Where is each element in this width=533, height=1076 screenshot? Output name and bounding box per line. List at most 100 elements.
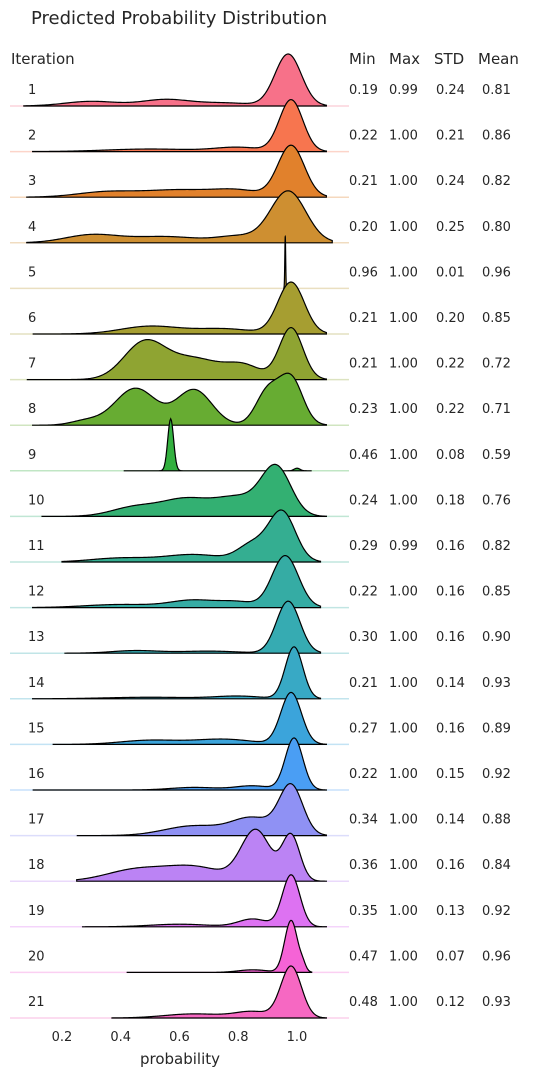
stat-std: 0.08 — [436, 448, 465, 463]
ridge-density — [76, 782, 327, 837]
stat-min: 0.96 — [349, 265, 378, 280]
stat-min: 0.24 — [349, 493, 378, 508]
stat-min: 0.21 — [349, 311, 378, 326]
stat-max: 1.00 — [389, 949, 418, 964]
stat-max: 1.00 — [389, 220, 418, 235]
stat-std: 0.14 — [436, 813, 465, 828]
stat-std: 0.16 — [436, 585, 465, 600]
ridge-row: 7 0.21 1.00 0.22 0.72 — [10, 326, 511, 381]
stat-mean: 0.85 — [482, 585, 511, 600]
stat-max: 1.00 — [389, 585, 418, 600]
stat-std: 0.21 — [436, 129, 465, 144]
stat-mean: 0.93 — [482, 676, 511, 691]
ridge-density — [126, 919, 313, 973]
stat-std: 0.15 — [436, 767, 465, 782]
stat-header-max: Max — [389, 50, 420, 68]
ridge-row: 6 0.21 1.00 0.20 0.85 — [10, 281, 511, 335]
ridge-density — [76, 828, 327, 882]
stat-min: 0.22 — [349, 767, 378, 782]
ridge-row: 12 0.22 1.00 0.16 0.85 — [10, 554, 511, 609]
stat-max: 1.00 — [389, 995, 418, 1010]
row-label: 12 — [28, 585, 45, 600]
ridge-row: 9 0.46 1.00 0.08 0.59 — [10, 417, 511, 472]
row-label: 18 — [28, 858, 45, 873]
stat-header-mean: Mean — [478, 50, 519, 68]
row-label: 3 — [28, 174, 36, 189]
stat-std: 0.24 — [436, 174, 465, 189]
row-label: 8 — [28, 402, 36, 417]
ridge-row: 8 0.23 1.00 0.22 0.71 — [10, 372, 511, 426]
stat-min: 0.29 — [349, 539, 378, 554]
stat-std: 0.22 — [436, 357, 465, 372]
stat-max: 1.00 — [389, 129, 418, 144]
ridge-density — [26, 326, 327, 381]
stat-std: 0.24 — [436, 83, 465, 98]
ridge-row: 17 0.34 1.00 0.14 0.88 — [10, 782, 511, 837]
stat-mean: 0.82 — [482, 174, 511, 189]
stat-max: 1.00 — [389, 676, 418, 691]
stat-mean: 0.72 — [482, 357, 511, 372]
stat-mean: 0.59 — [482, 448, 511, 463]
stat-min: 0.21 — [349, 174, 378, 189]
stat-min: 0.23 — [349, 402, 378, 417]
ridge-row: 15 0.27 1.00 0.16 0.89 — [10, 691, 511, 746]
row-label: 10 — [28, 493, 45, 508]
stat-mean: 0.85 — [482, 311, 511, 326]
stat-header-std: STD — [434, 50, 464, 68]
stat-max: 1.00 — [389, 265, 418, 280]
stat-std: 0.12 — [436, 995, 465, 1010]
stat-min: 0.27 — [349, 721, 378, 736]
row-label: 21 — [28, 995, 45, 1010]
stat-min: 0.30 — [349, 630, 378, 645]
ridge-density — [32, 372, 327, 426]
stat-min: 0.47 — [349, 949, 378, 964]
row-label: 13 — [28, 630, 45, 645]
stat-max: 1.00 — [389, 402, 418, 417]
row-label: 11 — [28, 539, 45, 554]
stat-std: 0.16 — [436, 630, 465, 645]
stat-header-min: Min — [349, 50, 376, 68]
ridge-density — [283, 235, 288, 289]
stat-mean: 0.81 — [482, 83, 511, 98]
stat-max: 1.00 — [389, 493, 418, 508]
stat-mean: 0.88 — [482, 813, 511, 828]
row-header: Iteration — [11, 50, 75, 68]
x-tick-label: 1.0 — [287, 1030, 308, 1045]
stat-min: 0.22 — [349, 585, 378, 600]
row-label: 4 — [28, 220, 36, 235]
stat-mean: 0.92 — [482, 767, 511, 782]
x-tick-label: 0.4 — [110, 1030, 131, 1045]
ridge-row: 16 0.22 1.00 0.15 0.92 — [10, 737, 511, 791]
ridge-density — [123, 417, 312, 472]
stat-max: 1.00 — [389, 767, 418, 782]
ridge-density — [32, 737, 327, 791]
ridge-row: 13 0.30 1.00 0.16 0.90 — [10, 600, 511, 654]
stat-min: 0.20 — [349, 220, 378, 235]
stat-max: 1.00 — [389, 630, 418, 645]
ridge-row: 11 0.29 0.99 0.16 0.82 — [10, 509, 511, 563]
ridge-density — [52, 691, 327, 745]
ridge-row: 14 0.21 1.00 0.14 0.93 — [10, 646, 511, 700]
stat-std: 0.07 — [436, 949, 465, 964]
stat-mean: 0.71 — [482, 402, 511, 417]
x-axis-ticks: 0.2 0.4 0.6 0.8 1.0 — [52, 1030, 308, 1045]
ridge-density — [32, 281, 327, 335]
stat-mean: 0.84 — [482, 858, 511, 873]
stat-max: 1.00 — [389, 721, 418, 736]
ridge-row: 5 0.96 1.00 0.01 0.96 — [10, 235, 511, 290]
stat-std: 0.01 — [436, 265, 465, 280]
stat-mean: 0.89 — [482, 721, 511, 736]
row-label: 17 — [28, 813, 45, 828]
stat-min: 0.21 — [349, 676, 378, 691]
stat-mean: 0.96 — [482, 949, 511, 964]
chart-title: Predicted Probability Distribution — [31, 8, 327, 29]
x-tick-label: 0.6 — [169, 1030, 190, 1045]
stat-max: 1.00 — [389, 357, 418, 372]
stat-std: 0.25 — [436, 220, 465, 235]
ridge-density — [61, 509, 322, 563]
ridge-density — [32, 646, 322, 700]
stat-std: 0.13 — [436, 904, 465, 919]
row-label: 7 — [28, 357, 36, 372]
stat-min: 0.19 — [349, 83, 378, 98]
